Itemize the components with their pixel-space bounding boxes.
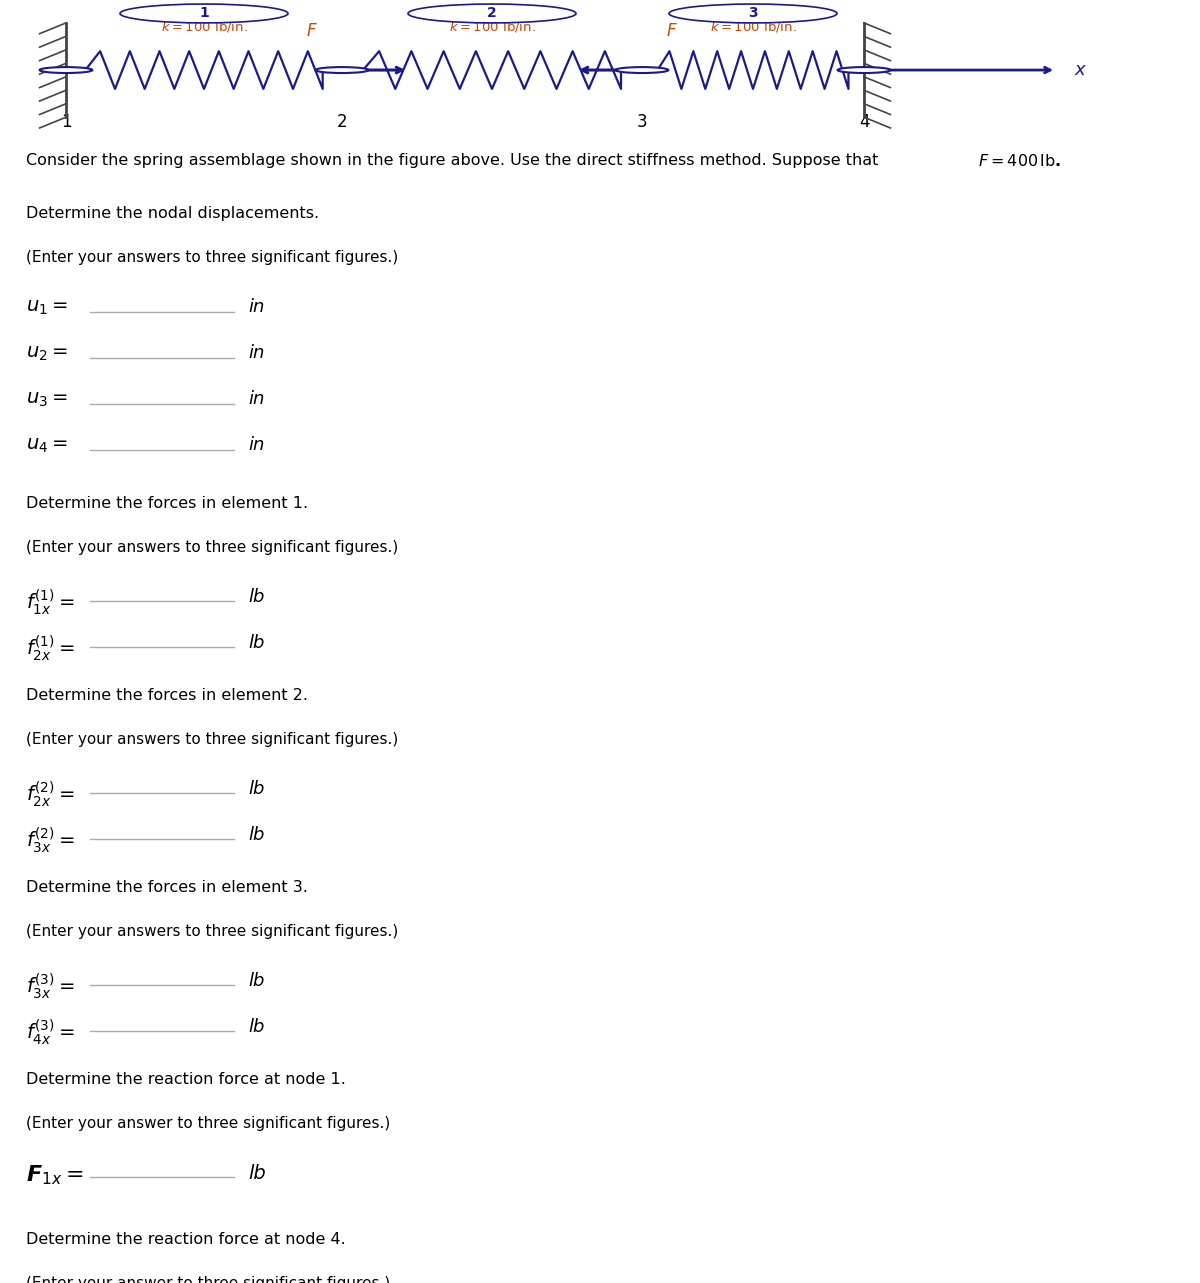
Text: $\boldsymbol{F}_{1x} =$: $\boldsymbol{F}_{1x} =$ <box>26 1164 84 1187</box>
Text: $\mathit{F}=400\,\mathrm{lb}$.: $\mathit{F}=400\,\mathrm{lb}$. <box>978 153 1061 169</box>
Text: (Enter your answer to three significant figures.): (Enter your answer to three significant … <box>26 1275 391 1283</box>
Text: (Enter your answers to three significant figures.): (Enter your answers to three significant… <box>26 540 398 554</box>
Text: (Enter your answers to three significant figures.): (Enter your answers to three significant… <box>26 731 398 747</box>
Circle shape <box>40 67 92 73</box>
Text: lb: lb <box>248 1017 265 1035</box>
Circle shape <box>408 4 576 23</box>
Text: $u_4 =$: $u_4 =$ <box>26 436 68 455</box>
Text: lb: lb <box>248 588 265 606</box>
Text: in: in <box>248 298 265 316</box>
Text: $u_3 =$: $u_3 =$ <box>26 390 68 409</box>
Text: lb: lb <box>248 825 265 843</box>
Text: 3: 3 <box>748 6 758 21</box>
Text: $f_{2x}^{(2)} =$: $f_{2x}^{(2)} =$ <box>26 780 74 810</box>
Text: $F$: $F$ <box>666 22 678 40</box>
Circle shape <box>670 4 836 23</box>
Text: $u_1 =$: $u_1 =$ <box>26 298 68 317</box>
Text: (Enter your answer to three significant figures.): (Enter your answer to three significant … <box>26 1116 391 1130</box>
Text: lb: lb <box>248 1164 266 1183</box>
Text: in: in <box>248 390 265 408</box>
Circle shape <box>838 67 890 73</box>
Text: $f_{1x}^{(1)} =$: $f_{1x}^{(1)} =$ <box>26 588 74 617</box>
Text: in: in <box>248 344 265 362</box>
Text: (Enter your answers to three significant figures.): (Enter your answers to three significant… <box>26 924 398 939</box>
Text: (Enter your answers to three significant figures.): (Enter your answers to three significant… <box>26 250 398 266</box>
Text: 1: 1 <box>199 6 209 21</box>
Text: Consider the spring assemblage shown in the figure above. Use the direct stiffne: Consider the spring assemblage shown in … <box>26 153 884 168</box>
Text: $u_2 =$: $u_2 =$ <box>26 344 68 363</box>
Text: lb: lb <box>248 634 265 652</box>
Circle shape <box>616 67 668 73</box>
Text: $k = 100$ lb/in.: $k = 100$ lb/in. <box>161 19 247 35</box>
Text: Determine the nodal displacements.: Determine the nodal displacements. <box>26 207 319 222</box>
Text: 1: 1 <box>61 113 71 131</box>
Text: 4: 4 <box>859 113 869 131</box>
Text: in: in <box>248 436 265 454</box>
Text: 3: 3 <box>637 113 647 131</box>
Text: $F$: $F$ <box>306 22 318 40</box>
Text: 2: 2 <box>337 113 347 131</box>
Text: $k = 100$ lb/in.: $k = 100$ lb/in. <box>449 19 535 35</box>
Text: lb: lb <box>248 971 265 989</box>
Text: $f_{4x}^{(3)} =$: $f_{4x}^{(3)} =$ <box>26 1017 74 1047</box>
Text: $f_{3x}^{(3)} =$: $f_{3x}^{(3)} =$ <box>26 971 74 1002</box>
Text: $f_{3x}^{(2)} =$: $f_{3x}^{(2)} =$ <box>26 825 74 856</box>
Text: $f_{2x}^{(1)} =$: $f_{2x}^{(1)} =$ <box>26 634 74 663</box>
Circle shape <box>316 67 368 73</box>
Text: $x$: $x$ <box>1074 62 1087 80</box>
Text: Determine the reaction force at node 1.: Determine the reaction force at node 1. <box>26 1071 347 1087</box>
Text: lb: lb <box>248 780 265 798</box>
Circle shape <box>120 4 288 23</box>
Text: 2: 2 <box>487 6 497 21</box>
Text: $k = 100$ lb/in.: $k = 100$ lb/in. <box>709 19 797 35</box>
Text: Determine the forces in element 2.: Determine the forces in element 2. <box>26 688 308 703</box>
Text: Determine the forces in element 3.: Determine the forces in element 3. <box>26 880 308 894</box>
Text: Determine the forces in element 1.: Determine the forces in element 1. <box>26 495 308 511</box>
Text: Determine the reaction force at node 4.: Determine the reaction force at node 4. <box>26 1232 346 1247</box>
